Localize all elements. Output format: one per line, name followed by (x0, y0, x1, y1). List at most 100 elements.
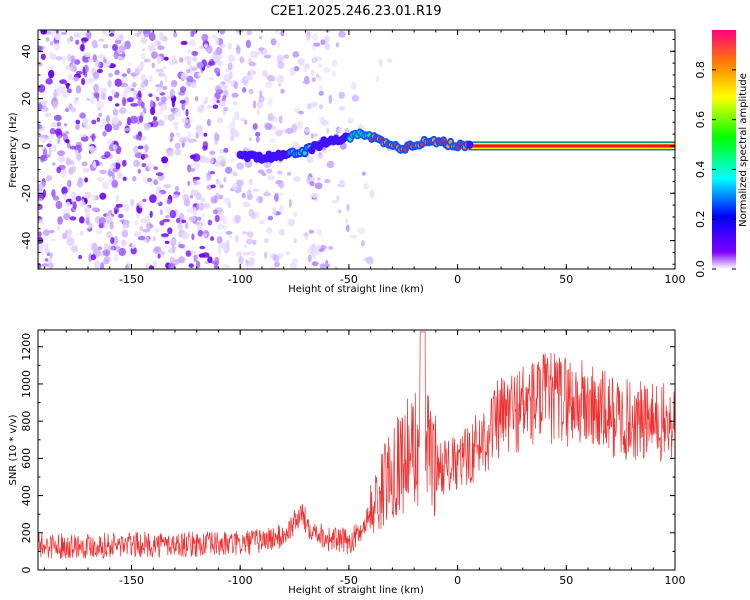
spectrogram-cell (57, 155, 66, 163)
spectrogram-cell (163, 114, 168, 121)
spectrogram-cell (152, 116, 158, 121)
snr-x-axis-label: Height of straight line (km) (288, 585, 424, 596)
spectrogram-cell (66, 38, 71, 45)
spectrogram-y-axis-label: Frequency (Hz) (8, 112, 19, 188)
spectrogram-cell (243, 243, 247, 249)
spectrogram-cell (49, 252, 53, 259)
spectrogram-cell (324, 35, 330, 44)
spectrogram-cell (86, 30, 92, 40)
spectrogram-cell (142, 239, 147, 243)
spectrogram-cell (126, 97, 134, 103)
spectrogram-cell (75, 39, 80, 45)
spectrogram-cell (248, 250, 256, 257)
spectrogram-cell (107, 178, 113, 183)
spectrogram-cell (54, 33, 61, 41)
spectrogram-cell (219, 43, 226, 48)
spectrogram-cell (155, 172, 164, 177)
spectrogram-cell (161, 233, 169, 237)
spectrogram-cell (99, 262, 105, 269)
spectrogram-x-tick-label: 0 (454, 273, 461, 286)
spectrogram-cell (217, 223, 224, 230)
spectrogram-cell (328, 94, 333, 104)
spectrogram-cell (139, 115, 144, 123)
spectrogram-cell (201, 219, 206, 227)
spectrogram-cell (361, 240, 365, 247)
spectrogram-cell (228, 235, 233, 239)
spectrogram-cell (317, 177, 321, 181)
spectrogram-cell (267, 175, 275, 181)
spectrogram-cell (318, 91, 324, 96)
spectrogram-cell (279, 182, 284, 189)
spectrogram-cell (147, 177, 152, 182)
spectrogram-cell (179, 99, 186, 104)
spectrogram-cell (151, 62, 155, 69)
spectrogram-cell (335, 42, 339, 48)
spectrogram-cell (143, 107, 147, 114)
spectrogram-cell (290, 262, 298, 269)
spectrogram-cell (182, 189, 186, 194)
spectrogram-cell (209, 150, 216, 155)
chart-title: C2E1.2025.246.23.01.R19 (270, 4, 441, 19)
spectrogram-cell (75, 119, 81, 125)
spectrogram-cell (93, 92, 100, 99)
spectrogram-cell (187, 131, 192, 141)
spectrogram-cell (149, 223, 154, 229)
spectrogram-cell (227, 62, 233, 71)
spectrogram-cell (331, 70, 336, 77)
spectrogram-cell (315, 73, 320, 78)
spectrogram-cell (137, 235, 146, 241)
spectrogram-cell (198, 45, 204, 50)
spectrogram-cell (293, 176, 301, 182)
spectrogram-cell (175, 132, 181, 138)
spectrogram-cell (252, 239, 257, 245)
spectrogram-cell (141, 154, 149, 159)
spectrogram-cell (188, 216, 196, 222)
spectrogram-cell (42, 229, 50, 237)
spectrogram-cell (319, 85, 323, 91)
spectrogram-cell (143, 34, 150, 38)
spectrogram-cell (242, 231, 248, 235)
spectrogram-cell (269, 138, 276, 143)
spectrogram-cell (190, 154, 196, 160)
signal-blob-core (302, 151, 307, 156)
spectrogram-cell (267, 113, 274, 122)
spectrogram-panel: -150 -100 -50 0 50 100 -40 -20 0 20 40 Height of … (8, 29, 686, 295)
spectrogram-cell (65, 157, 71, 166)
spectrogram-cell (91, 133, 95, 142)
spectrogram-cell (188, 167, 196, 172)
spectrogram-cell (44, 258, 49, 262)
spectrogram-cell (275, 129, 283, 137)
spectrogram-cell (183, 96, 190, 106)
spectrogram-cell (115, 161, 121, 170)
spectrogram-cell (55, 200, 63, 210)
spectrogram-cell (68, 167, 74, 175)
spectrogram-cell (293, 211, 297, 217)
spectrogram-cell (97, 54, 105, 58)
spectrogram-cell (134, 220, 139, 226)
spectrogram-cell (169, 256, 175, 265)
spectrogram-cell (54, 43, 60, 51)
spectrogram-cell (119, 107, 127, 114)
snr-x-tick-label: 50 (559, 574, 573, 587)
spectrogram-cell (327, 30, 331, 33)
spectrogram-cell (90, 95, 96, 104)
spectrogram-cell (346, 203, 350, 212)
spectrogram-cell (192, 56, 198, 62)
spectrogram-cell (304, 128, 311, 133)
spectrogram-cell (101, 91, 106, 101)
spectrogram-cell (233, 129, 240, 139)
spectrogram-cell (74, 59, 81, 65)
spectrogram-cell (179, 137, 187, 144)
spectrogram-cell (149, 210, 153, 218)
spectrogram-cell (196, 203, 202, 211)
spectrogram-cell (82, 167, 90, 173)
spectrogram-cell (206, 118, 211, 127)
spectrogram-cell (141, 176, 148, 183)
spectrogram-cell (216, 236, 223, 244)
spectrogram-cell (60, 31, 67, 36)
spectrogram-cell (191, 66, 198, 71)
spectrogram-cell (49, 74, 53, 79)
spectrogram-cell (357, 227, 366, 235)
spectrogram-cell (191, 233, 195, 241)
spectrogram-cell (124, 127, 131, 132)
